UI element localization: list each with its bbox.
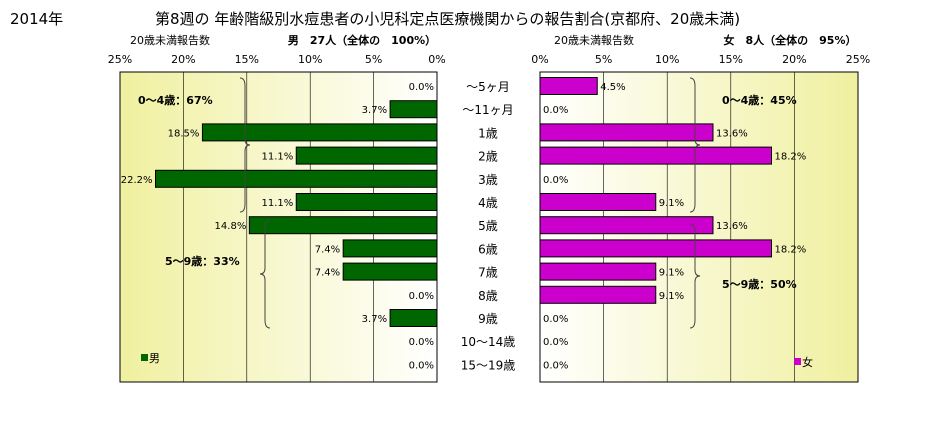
male-header-label: 男 27人（全体の 100%） [288,33,436,47]
data-label: 4.5% [600,82,625,93]
data-label: 0.0% [409,82,434,93]
data-label: 0.0% [409,291,434,302]
male-panel: 25% 20% 15% 10% 5% 0% 0.0% 3.7% 18.5% 11.1% 22.2% 1… [108,53,446,383]
bar [539,216,714,235]
bar [539,146,773,165]
tick-label: 25% [108,53,132,66]
tick-label: 15% [719,53,743,66]
bar [389,309,438,327]
annotation-male-5-9: 5〜9歳：33% [165,254,240,268]
chart-title: 第8週の 年齢階級別水痘患者の小児科定点医療機関からの報告割合(京都府、20歳未… [155,10,740,28]
data-label: 9.1% [659,291,684,302]
tick-label: 0% [531,53,548,66]
annotation-female-5-9: 5〜9歳：50% [722,277,797,291]
category-label: 〜5ヶ月 [466,80,510,94]
tick-label: 5% [365,53,382,66]
brace [689,77,701,213]
bar [155,169,438,188]
data-label: 22.2% [121,175,153,186]
data-label: 3.7% [362,314,387,325]
data-label: 0.0% [409,337,434,348]
bar [342,262,438,281]
female-axis-title: 20歳未満報告数 [554,34,634,47]
legend-swatch-female [794,358,801,365]
female-panel: 0% 5% 10% 15% 20% 25% 4.5% 0.0% 13.6% 18.2% 0.0% 9.… [531,53,870,383]
bar [248,216,438,235]
data-label: 0.0% [543,360,568,371]
bar [539,285,657,304]
category-label: 7歳 [478,266,498,280]
data-label: 0.0% [543,105,568,116]
category-label: 3歳 [478,173,498,187]
category-label: 6歳 [478,242,498,256]
data-label: 0.0% [409,360,434,371]
legend-swatch-male [141,354,148,361]
data-label: 9.1% [659,268,684,279]
bar [539,239,773,258]
brace [259,219,271,329]
data-label: 11.1% [261,198,293,209]
brace [239,77,251,213]
tick-label: 25% [846,53,870,66]
tick-label: 0% [428,53,445,66]
data-label: 7.4% [315,244,340,255]
data-label: 3.7% [362,105,387,116]
data-label: 18.2% [775,244,807,255]
category-label: 〜11ヶ月 [462,103,513,117]
tick-label: 20% [171,53,195,66]
data-label: 18.2% [775,152,807,163]
data-label: 13.6% [716,221,748,232]
bar [295,146,438,165]
category-label: 10〜14歳 [461,335,516,349]
brace [689,223,701,329]
data-label: 0.0% [543,337,568,348]
bar [389,100,438,119]
data-label: 13.6% [716,128,748,139]
tick-label: 10% [298,53,322,66]
chart-year: 2014年 [10,10,63,28]
category-label: 2歳 [478,150,498,164]
data-label: 7.4% [315,268,340,279]
bar [295,193,438,211]
bar [539,77,598,95]
annotation-male-0-4: 0〜4歳：67% [138,93,213,107]
tick-label: 10% [655,53,679,66]
category-label: 1歳 [478,126,498,140]
legend-label-female: 女 [802,355,813,369]
data-label: 9.1% [659,198,684,209]
data-label: 18.5% [168,128,200,139]
category-label: 15〜19歳 [461,358,516,372]
tick-label: 5% [595,53,612,66]
bar [539,193,657,211]
data-label: 0.0% [543,314,568,325]
bar [539,123,714,142]
female-header-label: 女 8人（全体の 95%） [724,33,857,47]
tick-label: 20% [782,53,806,66]
legend-label-male: 男 [149,352,160,365]
bar [201,123,438,142]
category-label: 5歳 [478,219,498,233]
data-label: 11.1% [261,152,293,163]
tick-label: 15% [235,53,259,66]
category-label: 9歳 [478,312,498,326]
bar [342,239,438,258]
male-axis-title: 20歳未満報告数 [130,34,210,47]
category-label: 4歳 [478,196,498,210]
data-label: 0.0% [543,175,568,186]
bar [539,262,657,281]
annotation-female-0-4: 0〜4歳：45% [722,93,797,107]
data-label: 14.8% [215,221,247,232]
category-label: 8歳 [478,289,498,303]
category-labels: 〜5ヶ月〜11ヶ月 1歳 2歳 3歳 4歳 5歳 6歳 7歳 8歳 9歳 10〜14歳 15〜19歳 [461,80,516,372]
